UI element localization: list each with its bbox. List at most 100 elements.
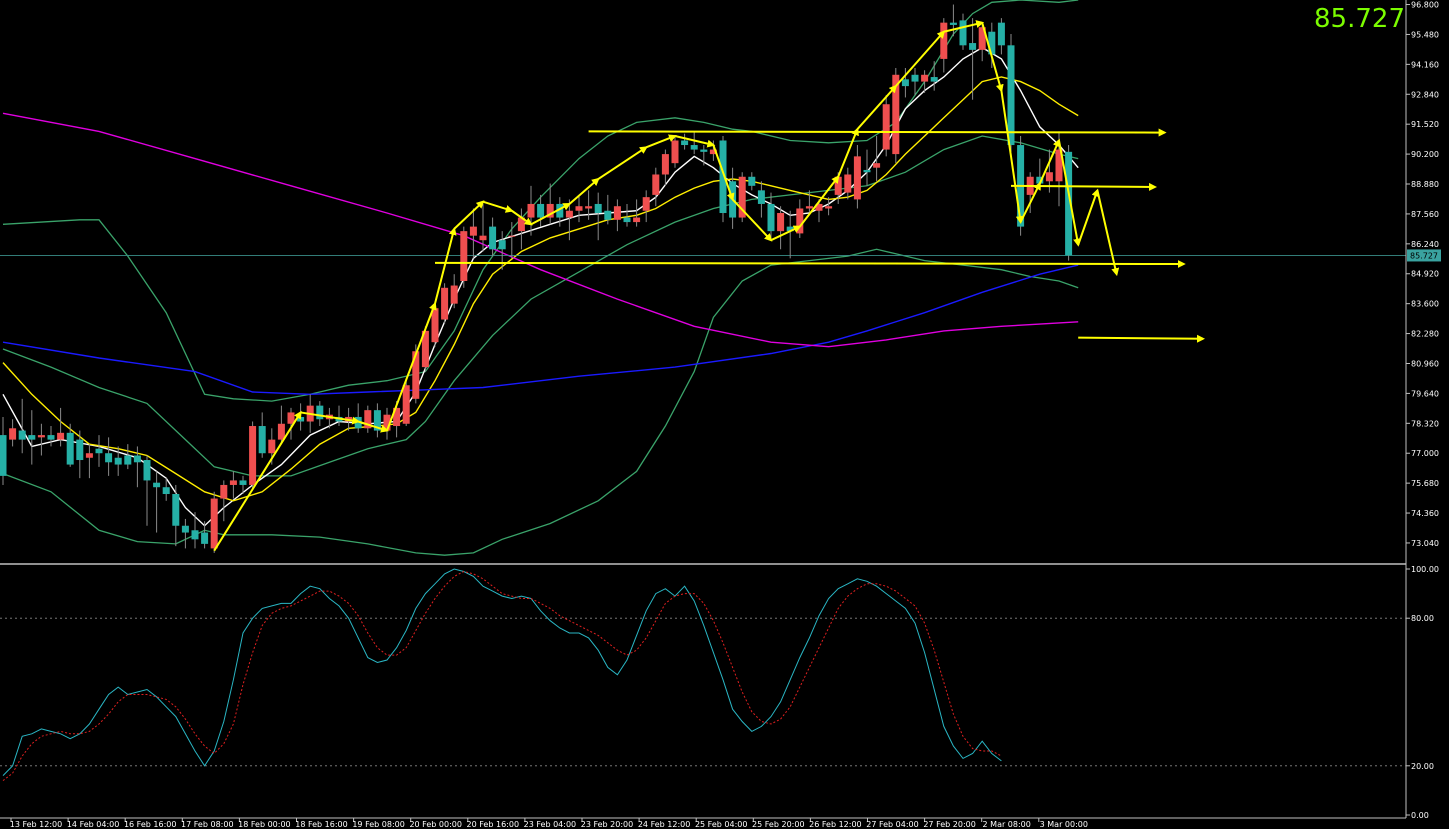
candle-body bbox=[825, 206, 833, 209]
candle bbox=[105, 437, 113, 476]
candle bbox=[930, 61, 938, 91]
annotation-arrow bbox=[453, 200, 485, 230]
candle bbox=[642, 190, 650, 223]
candle bbox=[681, 133, 689, 150]
candle bbox=[652, 167, 660, 207]
candle bbox=[441, 283, 449, 325]
annotation-arrow bbox=[1019, 181, 1041, 223]
candle-body bbox=[997, 22, 1005, 46]
candle-body bbox=[661, 154, 669, 175]
candle bbox=[287, 407, 295, 440]
candle-body bbox=[393, 407, 401, 427]
candle bbox=[537, 194, 545, 227]
candle-body bbox=[556, 203, 564, 218]
candle-body bbox=[172, 494, 180, 526]
annotation-arrow bbox=[1000, 90, 1024, 225]
candle-body bbox=[805, 206, 813, 209]
candle bbox=[37, 423, 45, 456]
candle-body bbox=[748, 176, 756, 186]
candle bbox=[661, 149, 669, 186]
candle bbox=[124, 444, 132, 470]
time-tick-label: 27 Feb 20:00 bbox=[923, 820, 975, 829]
candle-body bbox=[37, 435, 45, 438]
candle-body bbox=[268, 439, 276, 454]
candle bbox=[383, 407, 391, 440]
candle bbox=[738, 172, 746, 223]
stochastic-panel[interactable] bbox=[0, 568, 1406, 781]
candle-body bbox=[738, 176, 746, 218]
bollinger-line-5 bbox=[2, 135, 1079, 477]
candle-body bbox=[76, 439, 84, 461]
candle-body bbox=[863, 169, 871, 173]
price-panel[interactable] bbox=[0, 0, 1406, 556]
candle-body bbox=[921, 74, 929, 82]
ma-line-2 bbox=[2, 264, 1079, 396]
candle-body bbox=[469, 226, 477, 236]
candle bbox=[450, 274, 458, 309]
price-tick-label: 73.040 bbox=[1411, 539, 1439, 548]
candle bbox=[373, 403, 381, 438]
candle bbox=[1065, 145, 1073, 261]
candle bbox=[671, 135, 679, 168]
time-tick-label: 2 Mar 08:00 bbox=[983, 820, 1031, 829]
annotation-arrow bbox=[645, 134, 677, 149]
stochastic-tick-label: 80.00 bbox=[1411, 614, 1434, 623]
candle-body bbox=[105, 453, 113, 463]
trend-annotations bbox=[213, 20, 1205, 552]
candle bbox=[402, 380, 410, 427]
candle bbox=[949, 4, 957, 37]
candle-body bbox=[162, 487, 170, 495]
candle-body bbox=[66, 432, 74, 465]
candle-body bbox=[287, 412, 295, 424]
annotation-arrow bbox=[799, 175, 840, 228]
candle bbox=[825, 197, 833, 216]
time-tick-label: 18 Feb 16:00 bbox=[295, 820, 347, 829]
candle bbox=[364, 405, 372, 433]
annotation-arrow bbox=[300, 411, 361, 425]
candle-body bbox=[719, 140, 727, 214]
candle-body bbox=[498, 240, 506, 250]
time-tick-label: 26 Feb 12:00 bbox=[809, 820, 861, 829]
candle bbox=[508, 222, 516, 259]
candle-body bbox=[1065, 151, 1073, 256]
annotation-arrow bbox=[943, 20, 985, 33]
candle-body bbox=[892, 74, 900, 155]
candle-body bbox=[450, 285, 458, 304]
price-tick-label: 94.160 bbox=[1411, 60, 1439, 69]
candle bbox=[57, 407, 65, 447]
candle bbox=[18, 398, 26, 454]
annotation-arrow bbox=[674, 134, 716, 148]
candle-body bbox=[18, 430, 26, 440]
candle bbox=[172, 484, 180, 547]
candle bbox=[719, 135, 727, 223]
candle-body bbox=[1055, 149, 1063, 182]
candle-body bbox=[47, 435, 55, 440]
price-tick-label: 78.320 bbox=[1411, 419, 1439, 428]
candle-body bbox=[681, 140, 689, 146]
annotation-arrow bbox=[1077, 188, 1100, 246]
price-tick-label: 92.840 bbox=[1411, 90, 1439, 99]
candle bbox=[853, 145, 861, 209]
candle-body bbox=[882, 104, 890, 150]
ma-line-0 bbox=[2, 46, 1079, 527]
time-tick-label: 18 Feb 00:00 bbox=[238, 820, 290, 829]
stochastic-levels bbox=[0, 617, 1406, 767]
candle bbox=[249, 421, 257, 490]
annotation-arrow bbox=[731, 198, 773, 242]
annotation-arrow bbox=[482, 200, 514, 213]
candle-body bbox=[604, 210, 612, 220]
candle-body bbox=[642, 197, 650, 211]
candle bbox=[777, 206, 785, 250]
ma-line-3 bbox=[2, 112, 1079, 348]
candle bbox=[239, 475, 247, 495]
candle-body bbox=[277, 423, 285, 440]
candle-body bbox=[844, 174, 852, 193]
candle-body bbox=[181, 525, 189, 533]
candle-body bbox=[767, 203, 775, 232]
candle bbox=[997, 18, 1005, 55]
candle-body bbox=[949, 22, 957, 25]
candle-body bbox=[124, 455, 132, 465]
candle bbox=[114, 446, 122, 476]
time-tick-label: 16 Feb 16:00 bbox=[124, 820, 176, 829]
